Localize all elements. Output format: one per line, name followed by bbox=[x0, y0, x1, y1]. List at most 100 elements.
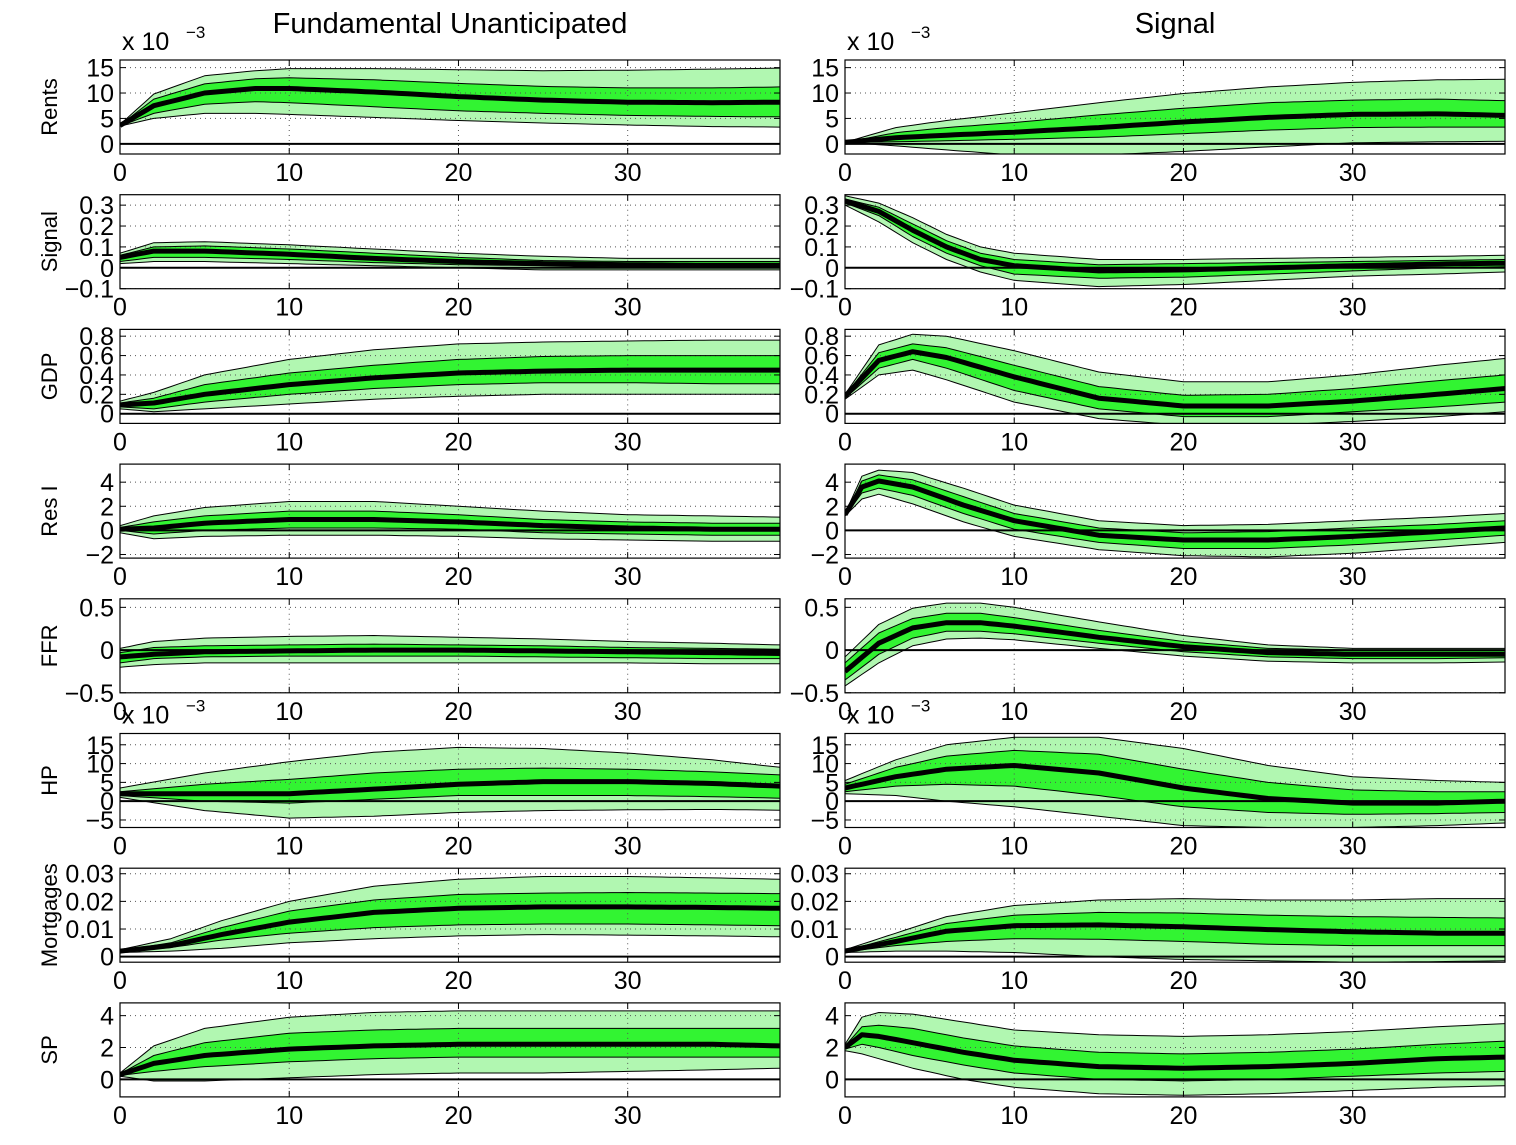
panel-2-left-median-line bbox=[120, 248, 780, 268]
panel-4-right-xtick-label-0: 0 bbox=[838, 563, 852, 591]
panel-8-left-ytick-label-2: 4 bbox=[100, 1003, 114, 1031]
panel-8-right-band-inner bbox=[845, 1025, 1505, 1081]
panel-1-right-xtick-label-0: 0 bbox=[838, 159, 852, 187]
panel-3-right-outer-lower-line bbox=[845, 369, 1505, 424]
panel-8-left-xtick-label-10: 10 bbox=[275, 1102, 303, 1130]
column-title-right: Signal bbox=[1135, 8, 1216, 40]
panel-1-right-plot-area bbox=[845, 60, 1505, 154]
panel-3-right-inner-upper-line bbox=[845, 343, 1505, 396]
panel-1-left-ytick-label-3: 15 bbox=[86, 55, 114, 83]
panel-5-left-outer-upper-line bbox=[120, 635, 780, 649]
panel-8-right-outer-lower-line bbox=[845, 1050, 1505, 1096]
panel-8-right-inner-upper-line bbox=[845, 1024, 1505, 1055]
panel-4-right-ytick-label-2: 2 bbox=[825, 493, 839, 521]
panel-2-right-inner-lower-line bbox=[845, 202, 1505, 279]
panel-7-left-frame bbox=[119, 867, 781, 963]
panel-6-left-ylabel: HP bbox=[37, 765, 62, 796]
panel-1-left-xtick-label-30: 30 bbox=[614, 159, 642, 187]
panel-8-right-xtick-label-30: 30 bbox=[1339, 1102, 1367, 1130]
panel-1-left-multiplier: x 10 bbox=[122, 28, 169, 56]
panel-4-right-ytick-label-0: −2 bbox=[810, 541, 839, 569]
panel-3-right-xtick-label-0: 0 bbox=[838, 428, 852, 456]
panel-8-right-ytick-label-2: 4 bbox=[825, 1003, 839, 1031]
panel-1-left-xtick-label-10: 10 bbox=[275, 159, 303, 187]
panel-1-left-ytick-label-0: 0 bbox=[100, 131, 114, 159]
panel-8-left-plot-area bbox=[120, 1002, 780, 1097]
panel-2-right-ytick-label-0: −0.1 bbox=[790, 276, 839, 304]
panel-2-left-xtick-label-10: 10 bbox=[275, 294, 303, 322]
panel-5-right-xtick-label-30: 30 bbox=[1339, 698, 1367, 726]
panel-8-left-ytick-label-1: 2 bbox=[100, 1035, 114, 1063]
panel-8-right-plot-area bbox=[845, 1002, 1505, 1097]
panel-3-left-ytick-label-1: 0.2 bbox=[79, 381, 114, 409]
panel-8-right-frame bbox=[844, 1002, 1506, 1098]
panel-3-left-xtick-label-10: 10 bbox=[275, 428, 303, 456]
panel-3-right-frame bbox=[844, 328, 1506, 424]
panel-3-right-ytick-label-4: 0.8 bbox=[804, 323, 839, 351]
panel-8-left-inner-upper-line bbox=[120, 1027, 780, 1075]
panel-5-left-ylabel: FFR bbox=[37, 624, 62, 667]
panel-1-left-ylabel: Rents bbox=[37, 78, 62, 135]
panel-3-left-inner-upper-line bbox=[120, 355, 780, 404]
panel-7-right-inner-upper-line bbox=[845, 911, 1505, 952]
panel-6-left-xtick-label-10: 10 bbox=[275, 833, 303, 861]
panel-4-right-outer-lower-line bbox=[845, 493, 1505, 558]
panel-3-left-ytick-label-4: 0.8 bbox=[79, 323, 114, 351]
panel-3-right-xtick-label-20: 20 bbox=[1170, 428, 1198, 456]
panel-1-right-xtick-label-20: 20 bbox=[1170, 159, 1198, 187]
panel-7-right-ytick-label-3: 0.03 bbox=[790, 861, 839, 889]
panel-6-right-xtick-label-0: 0 bbox=[838, 833, 852, 861]
panel-8-left-ylabel: SP bbox=[37, 1035, 62, 1064]
panel-7-right-ytick-label-0: 0 bbox=[825, 944, 839, 972]
panel-4-left-plot-area bbox=[120, 464, 780, 559]
panel-2-right-ytick-label-4: 0.3 bbox=[804, 192, 839, 220]
panel-6-right-ytick-label-4: 15 bbox=[811, 732, 839, 760]
panel-2-right-frame bbox=[844, 194, 1506, 290]
panel-5-right: 0 10 20 30−0.500.5 bbox=[790, 594, 1506, 726]
panel-4-left-xtick-label-0: 0 bbox=[113, 563, 127, 591]
panel-6-left-ytick-label-3: 10 bbox=[86, 751, 114, 779]
panel-3-left-ylabel: GDP bbox=[37, 353, 62, 401]
panel-7-right-ytick-label-1: 0.01 bbox=[790, 916, 839, 944]
panel-4-right-inner-upper-line bbox=[845, 474, 1505, 534]
panel-6-left-median-line bbox=[120, 779, 780, 797]
panel-4-left-median-line bbox=[120, 517, 780, 532]
panel-4-right-ytick-label-1: 0 bbox=[825, 517, 839, 545]
panel-5-right-median-line bbox=[845, 620, 1505, 674]
panel-5-right-outer-lower-line bbox=[845, 637, 1505, 687]
panel-4-left-inner-upper-line bbox=[120, 510, 780, 528]
panel-6-left-ytick-label-1: 0 bbox=[100, 788, 114, 816]
panel-6-left-xtick-label-20: 20 bbox=[445, 833, 473, 861]
panel-5-right-frame bbox=[844, 598, 1506, 694]
panel-6-right-ytick-label-1: 0 bbox=[825, 788, 839, 816]
panel-3-right-xtick-label-10: 10 bbox=[1000, 428, 1028, 456]
panel-1-right-multiplier-exponent: −3 bbox=[911, 23, 930, 42]
panel-2-right-outer-lower-line bbox=[845, 204, 1505, 288]
panel-7-right-xtick-label-10: 10 bbox=[1000, 967, 1028, 995]
panel-6-right-plot-area bbox=[845, 733, 1505, 828]
panel-2-right-xtick-label-10: 10 bbox=[1000, 294, 1028, 322]
panel-1-left-multiplier-exponent: −3 bbox=[186, 23, 205, 42]
panel-2-right-xtick-label-30: 30 bbox=[1339, 294, 1367, 322]
panel-1-left-inner-lower-line bbox=[120, 101, 780, 127]
panel-1-right-median-line bbox=[845, 111, 1505, 145]
panel-1-right-frame bbox=[844, 59, 1506, 155]
panel-2-left-outer-upper-line bbox=[120, 241, 780, 259]
panel-7-right-frame bbox=[844, 867, 1506, 963]
panel-7-right-median-line bbox=[845, 922, 1505, 954]
panel-1-right-ytick-label-2: 10 bbox=[811, 80, 839, 108]
panel-4-left-xtick-label-10: 10 bbox=[275, 563, 303, 591]
panel-4-right-ytick-label-3: 4 bbox=[825, 469, 839, 497]
panel-2-right-xtick-label-0: 0 bbox=[838, 294, 852, 322]
panel-7-left-outer-lower-line bbox=[120, 934, 780, 953]
panel-5-right-plot-area bbox=[845, 598, 1505, 693]
panel-2-right-xtick-label-20: 20 bbox=[1170, 294, 1198, 322]
